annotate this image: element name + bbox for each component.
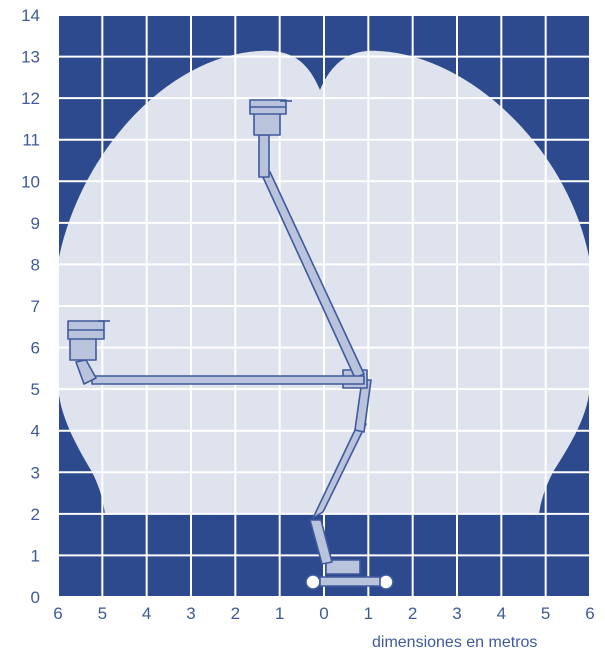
y-tick-label: 2 — [31, 505, 40, 524]
y-tick-label: 7 — [31, 297, 40, 316]
rear-wheel — [305, 574, 321, 590]
x-tick-label: 2 — [231, 604, 240, 623]
chassis — [319, 576, 381, 587]
x-tick-label: 4 — [497, 604, 506, 623]
jib-high — [258, 134, 270, 178]
x-tick-label: 6 — [585, 604, 594, 623]
y-tick-label: 8 — [31, 255, 40, 274]
x-tick-label: 5 — [98, 604, 107, 623]
y-tick-label: 9 — [31, 214, 40, 233]
y-tick-label: 4 — [31, 422, 40, 441]
x-tick-label: 2 — [408, 604, 417, 623]
y-tick-label: 1 — [31, 546, 40, 565]
y-tick-label: 14 — [21, 6, 40, 25]
y-tick-label: 6 — [31, 339, 40, 358]
y-tick-label: 3 — [31, 463, 40, 482]
units-caption: dimensiones en metros — [372, 634, 538, 651]
basket-high — [249, 99, 292, 136]
aerial-lift-machine — [67, 99, 394, 590]
lower-boom-1 — [312, 423, 367, 519]
basket-low — [67, 320, 110, 361]
x-tick-label: 3 — [452, 604, 461, 623]
lower-boom-2 — [354, 379, 372, 433]
y-tick-label: 10 — [21, 172, 40, 191]
x-tick-label: 0 — [319, 604, 328, 623]
y-tick-label: 13 — [21, 48, 40, 67]
x-tick-label: 3 — [186, 604, 195, 623]
y-tick-label: 12 — [21, 89, 40, 108]
turntable — [325, 559, 361, 575]
x-axis-ticks: 6 5 4 3 2 1 0 1 2 3 4 5 6 — [53, 604, 594, 623]
grid-lines — [57, 14, 591, 598]
y-tick-label: 0 — [31, 588, 40, 607]
y-tick-label: 5 — [31, 380, 40, 399]
x-tick-label: 5 — [541, 604, 550, 623]
x-tick-label: 6 — [53, 604, 62, 623]
x-tick-label: 1 — [275, 604, 284, 623]
x-tick-label: 4 — [142, 604, 151, 623]
front-wheel — [378, 574, 394, 590]
upper-boom-horizontal — [91, 375, 365, 385]
x-tick-label: 1 — [364, 604, 373, 623]
y-tick-label: 11 — [22, 131, 40, 150]
lower-column — [309, 519, 333, 565]
